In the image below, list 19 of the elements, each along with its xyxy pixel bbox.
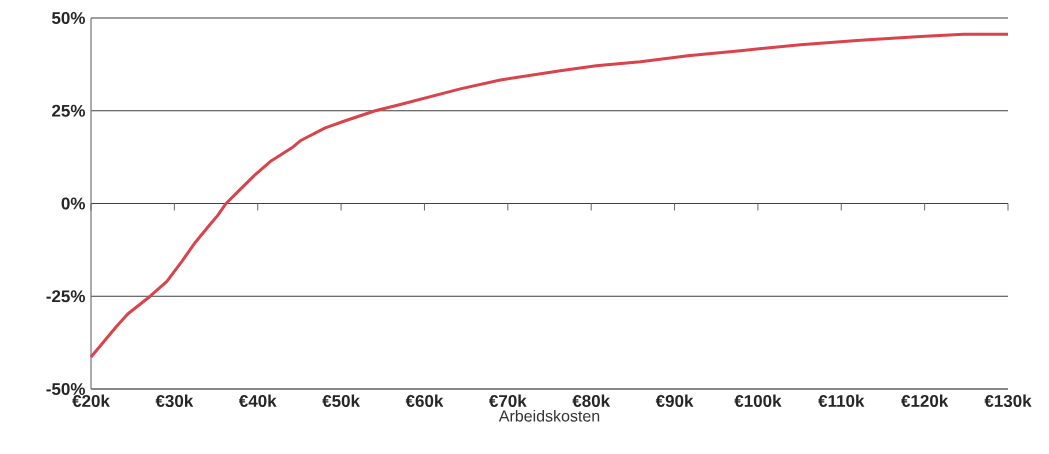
x-tick-label: €20k [72,394,110,408]
x-tick-label: €40k [238,394,277,408]
y-tick-label: 0% [61,197,86,210]
x-tick-label: €60k [405,394,444,408]
x-tick-label: €120k [901,394,949,408]
y-tick-label: 50% [51,11,86,25]
x-tick-label: €80k [572,394,611,408]
y-tick-label: -50% [46,382,86,396]
x-tick-label: €110k [818,394,865,408]
x-tick-label: €70k [488,394,527,408]
x-tick-label: €50k [322,394,361,408]
y-tick-label: 25% [52,104,86,117]
x-axis-title: Arbeidskosten [498,409,600,422]
x-tick-label: €130k [984,394,1032,408]
x-tick-label: €90k [655,394,694,408]
x-tick-label: €30k [155,394,194,408]
line-series [89,32,1010,359]
x-tick-label: €100k [734,394,782,408]
y-tick-label: -25% [46,290,86,303]
